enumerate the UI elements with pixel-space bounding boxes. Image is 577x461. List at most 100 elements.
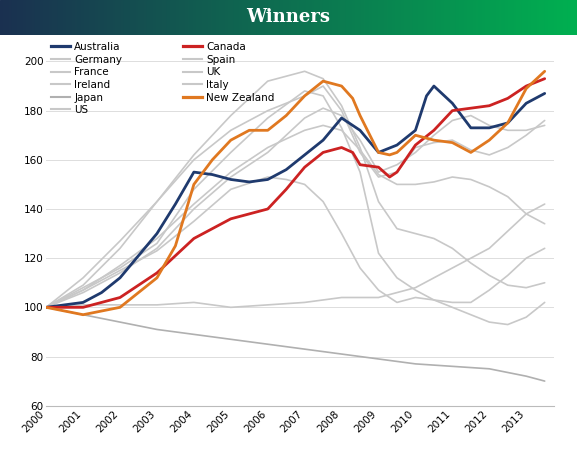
Bar: [525, 0, 529, 35]
Bar: [479, 0, 482, 35]
Bar: [156, 0, 159, 35]
Bar: [539, 0, 543, 35]
Bar: [424, 0, 428, 35]
Bar: [190, 0, 194, 35]
Bar: [548, 0, 552, 35]
Bar: [164, 0, 168, 35]
Bar: [413, 0, 416, 35]
Bar: [482, 0, 485, 35]
Bar: [375, 0, 379, 35]
Bar: [430, 0, 433, 35]
Bar: [389, 0, 393, 35]
Bar: [104, 0, 107, 35]
Bar: [286, 0, 289, 35]
Bar: [138, 0, 142, 35]
Bar: [87, 0, 90, 35]
Bar: [340, 0, 344, 35]
Bar: [421, 0, 425, 35]
Bar: [213, 0, 217, 35]
Bar: [274, 0, 278, 35]
Bar: [17, 0, 21, 35]
Bar: [113, 0, 116, 35]
Bar: [254, 0, 257, 35]
Bar: [447, 0, 451, 35]
Bar: [107, 0, 110, 35]
Bar: [75, 0, 78, 35]
Bar: [433, 0, 436, 35]
Bar: [467, 0, 471, 35]
Bar: [32, 0, 35, 35]
Bar: [63, 0, 67, 35]
Bar: [211, 0, 214, 35]
Bar: [551, 0, 554, 35]
Bar: [291, 0, 295, 35]
Bar: [130, 0, 133, 35]
Bar: [349, 0, 353, 35]
Bar: [300, 0, 304, 35]
Bar: [404, 0, 407, 35]
Bar: [387, 0, 390, 35]
Bar: [121, 0, 125, 35]
Bar: [251, 0, 254, 35]
Bar: [69, 0, 73, 35]
Bar: [410, 0, 413, 35]
Bar: [476, 0, 479, 35]
Bar: [49, 0, 53, 35]
Bar: [415, 0, 419, 35]
Bar: [95, 0, 99, 35]
Bar: [502, 0, 505, 35]
Bar: [439, 0, 442, 35]
Bar: [372, 0, 376, 35]
Bar: [231, 0, 234, 35]
Bar: [571, 0, 575, 35]
Bar: [473, 0, 477, 35]
Bar: [364, 0, 367, 35]
Bar: [263, 0, 266, 35]
Bar: [159, 0, 162, 35]
Bar: [144, 0, 148, 35]
Bar: [343, 0, 347, 35]
Bar: [176, 0, 179, 35]
Bar: [185, 0, 188, 35]
Bar: [505, 0, 508, 35]
Bar: [508, 0, 511, 35]
Bar: [490, 0, 494, 35]
Bar: [55, 0, 58, 35]
Bar: [323, 0, 327, 35]
Bar: [514, 0, 517, 35]
Bar: [84, 0, 87, 35]
Bar: [225, 0, 228, 35]
Bar: [239, 0, 243, 35]
Bar: [450, 0, 454, 35]
Bar: [141, 0, 145, 35]
Bar: [459, 0, 462, 35]
Bar: [52, 0, 55, 35]
Bar: [61, 0, 64, 35]
Bar: [554, 0, 557, 35]
Bar: [124, 0, 128, 35]
Bar: [257, 0, 260, 35]
Bar: [519, 0, 523, 35]
Bar: [378, 0, 381, 35]
Bar: [0, 0, 3, 35]
Bar: [407, 0, 410, 35]
Bar: [228, 0, 231, 35]
Bar: [234, 0, 237, 35]
Bar: [248, 0, 252, 35]
Bar: [355, 0, 358, 35]
Bar: [277, 0, 280, 35]
Bar: [398, 0, 402, 35]
Bar: [542, 0, 546, 35]
Bar: [335, 0, 338, 35]
Bar: [283, 0, 286, 35]
Bar: [288, 0, 292, 35]
Bar: [271, 0, 275, 35]
Bar: [40, 0, 44, 35]
Bar: [115, 0, 119, 35]
Bar: [118, 0, 122, 35]
Bar: [196, 0, 200, 35]
Bar: [89, 0, 93, 35]
Bar: [12, 0, 15, 35]
Bar: [66, 0, 70, 35]
Bar: [534, 0, 537, 35]
